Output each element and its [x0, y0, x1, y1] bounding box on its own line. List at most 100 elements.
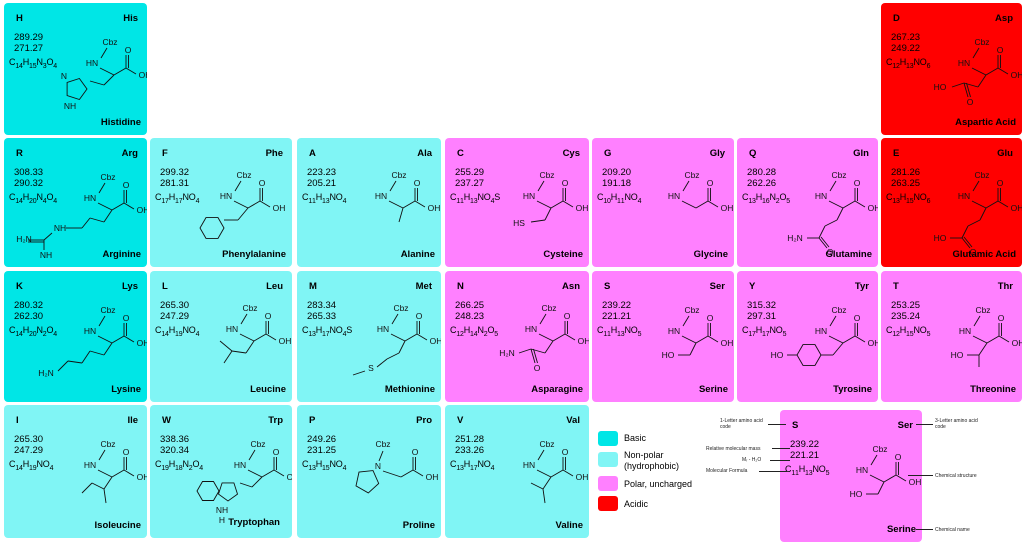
- bond: [998, 335, 1010, 343]
- cbz-label: Cbz: [541, 303, 556, 313]
- amino-acid-name: Phenylalanine: [222, 249, 286, 260]
- chemical-structure: HN Cbz O OH: [219, 303, 291, 364]
- bond: [854, 335, 866, 343]
- legend-label-polar: Polar, uncharged: [624, 479, 693, 489]
- dehydrated-mass: 237.27: [455, 178, 485, 189]
- cbz-label: Cbz: [391, 170, 406, 180]
- annotation-dehydrated: Mᵣ - H₂O: [742, 457, 762, 463]
- chemical-structure: HN Cbz O OH O H₂N: [787, 170, 878, 257]
- bond: [537, 449, 545, 461]
- cbz-label: Cbz: [872, 444, 887, 454]
- key-tile-serine: S Ser 239.22 221.21 C11H13NO5 Serine HN C…: [780, 410, 922, 542]
- ring: [796, 344, 822, 366]
- code3: Met: [415, 281, 432, 292]
- amino-acid-name: Methionine: [384, 384, 435, 395]
- nh-label: NH: [64, 101, 76, 111]
- molecular-formula: C14H15N3O4: [9, 57, 57, 70]
- nh-label: HN: [668, 191, 680, 201]
- key-code1: S: [792, 420, 799, 431]
- chemical-structure: HN Cbz O OH NHH: [196, 439, 292, 525]
- bond: [103, 209, 113, 223]
- bond: [832, 342, 844, 356]
- bond: [398, 207, 404, 223]
- bond: [530, 219, 546, 223]
- code3: Asn: [562, 281, 580, 292]
- molecular-formula: C12H15NO5: [886, 325, 931, 338]
- o-label: O: [967, 97, 974, 107]
- code3: Gly: [709, 148, 725, 159]
- chemical-structure: HN Cbz O OH NH H₂N NH: [16, 172, 147, 260]
- o-label: O: [125, 45, 132, 55]
- tile-threonine: T Thr 253.25 235.24 C12H15NO5 Threonine …: [881, 271, 1022, 402]
- code3: Gln: [853, 148, 869, 159]
- bond: [681, 200, 697, 209]
- amino-acid-name: Arginine: [102, 249, 141, 260]
- molecular-mass: 280.32: [14, 300, 44, 311]
- tile-serine: S Ser 239.22 221.21 C11H13NO5 Serine HN C…: [592, 271, 734, 402]
- code1: H: [16, 13, 23, 24]
- cbz-label: Cbz: [100, 172, 115, 182]
- nh-label: HN: [958, 191, 970, 201]
- bond: [550, 200, 564, 209]
- bond: [398, 340, 406, 354]
- bond: [123, 335, 135, 343]
- nh-label: HN: [86, 58, 98, 68]
- nh-label: HN: [220, 191, 232, 201]
- nh-label: HN: [815, 326, 827, 336]
- o-label: O: [707, 178, 714, 188]
- molecular-formula: C12H14N2O5: [450, 325, 498, 338]
- code3: Lys: [121, 281, 138, 292]
- bond: [111, 469, 125, 478]
- molecular-formula: C14H19NO4: [155, 325, 200, 338]
- key-dehydrated-mass: 221.21: [790, 450, 820, 461]
- hs-label: HS: [513, 218, 525, 228]
- code1: A: [309, 148, 316, 159]
- tile-asparagine: N Asn 266.25 248.23 C12H14N2O5 Asparagin…: [445, 271, 589, 402]
- bond: [219, 340, 233, 352]
- amino-acid-name: Tyrosine: [833, 384, 872, 395]
- key-molecular-mass: 239.22: [790, 439, 820, 450]
- o-label: O: [123, 180, 130, 190]
- nh-label: HN: [958, 58, 970, 68]
- bond: [961, 237, 971, 249]
- cbz-label: Cbz: [102, 37, 117, 47]
- molecular-mass: 266.25: [455, 300, 485, 311]
- code3: Glu: [997, 148, 1013, 159]
- oh-label: OH: [578, 336, 589, 346]
- cbz-label: Cbz: [539, 439, 554, 449]
- cbz-label: Cbz: [539, 170, 554, 180]
- bond: [123, 202, 135, 210]
- tile-leucine: L Leu 265.30 247.29 C14H19NO4 Leucine HN…: [150, 271, 292, 402]
- molecular-mass: 209.20: [602, 167, 632, 178]
- bond: [971, 200, 987, 209]
- bond: [818, 237, 828, 249]
- bond: [111, 202, 125, 211]
- o-label: O: [265, 311, 272, 321]
- bond: [836, 207, 844, 221]
- cbz-label: Cbz: [974, 37, 989, 47]
- bond: [414, 200, 426, 208]
- bond: [97, 335, 113, 344]
- nh-label: HN: [525, 324, 537, 334]
- chemical-structure: HN Cbz O OH O HO: [934, 37, 1022, 107]
- molecular-formula: C13H17NO4: [450, 459, 495, 472]
- nh-label: HN: [959, 326, 971, 336]
- legend-label-acidic: Acidic: [624, 499, 649, 509]
- dehydrated-mass: 247.29: [160, 311, 190, 322]
- bond: [550, 469, 564, 478]
- cbz-label: Cbz: [242, 303, 257, 313]
- bond: [828, 335, 844, 344]
- oh-label: OH: [273, 203, 286, 213]
- bond: [247, 200, 261, 209]
- bond: [829, 180, 837, 192]
- o-label: O: [998, 313, 1005, 323]
- oh-label: OH: [868, 338, 878, 348]
- dehydrated-mass: 320.34: [160, 445, 190, 456]
- o-label: O: [564, 311, 571, 321]
- bond: [536, 469, 552, 478]
- bond: [390, 333, 406, 342]
- bond: [100, 47, 108, 59]
- molecular-formula: C14H19NO4: [9, 459, 54, 472]
- bond: [967, 219, 981, 227]
- bond: [883, 474, 897, 483]
